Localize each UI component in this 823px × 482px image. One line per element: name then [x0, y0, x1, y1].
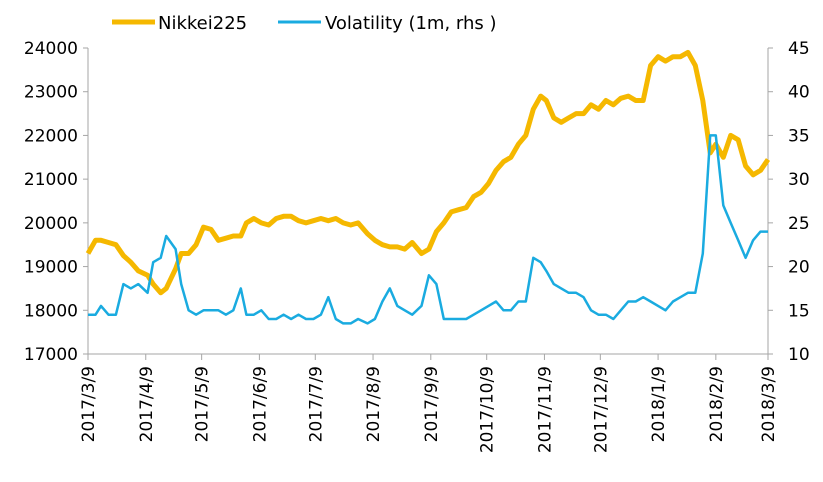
y2-tick-label: 20: [788, 258, 810, 278]
y2-tick-label: 15: [788, 301, 810, 321]
y-tick-label: 20000: [24, 214, 78, 234]
y2-tick-label: 35: [788, 126, 810, 146]
x-tick-label: 2018/2/9: [707, 366, 727, 442]
y2-tick-label: 40: [788, 83, 810, 103]
legend-label-volatility: Volatility (1m, rhs ): [325, 13, 497, 34]
x-tick-label: 2017/12/9: [591, 366, 611, 453]
y-tick-label: 19000: [24, 258, 78, 278]
x-tick-label: 2017/8/9: [364, 366, 384, 442]
series-line-nikkei225: [85, 49, 771, 296]
y2-tick-label: 30: [788, 170, 810, 190]
x-tick-label: 2017/9/9: [422, 366, 442, 442]
y-tick-label: 24000: [24, 39, 78, 59]
y2-tick-label: 10: [788, 345, 810, 365]
x-tick-label: 2017/3/9: [79, 366, 99, 442]
y2-tick-label: 25: [788, 214, 810, 234]
x-tick-label: 2017/5/9: [193, 366, 213, 442]
x-tick-label: 2017/4/9: [137, 366, 157, 442]
y-tick-label: 18000: [24, 301, 78, 321]
x-tick-label: 2018/3/9: [759, 366, 779, 442]
x-tick-label: 2017/6/9: [250, 366, 270, 442]
legend-label-nikkei225: Nikkei225: [158, 13, 247, 34]
series-layer: [85, 49, 771, 325]
x-tick-label: 2017/11/9: [535, 366, 555, 453]
series-line-volatility: [88, 134, 768, 325]
y-tick-label: 23000: [24, 83, 78, 103]
x-tick-label: 2018/1/9: [649, 366, 669, 442]
x-tick-label: 2017/7/9: [306, 366, 326, 442]
chart-axes: 17000 18000 19000 20000 21000 22000 23000 24000…: [24, 39, 810, 453]
y-tick-label: 17000: [24, 345, 78, 365]
y2-tick-label: 45: [788, 39, 810, 59]
y-tick-label: 21000: [24, 170, 78, 190]
chart-legend: Nikkei225 Volatility (1m, rhs ): [112, 13, 497, 34]
y-tick-label: 22000: [24, 126, 78, 146]
x-tick-label: 2017/10/9: [478, 366, 498, 453]
